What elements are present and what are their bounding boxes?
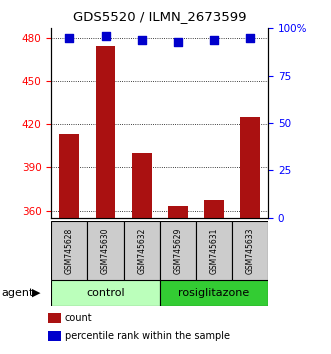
Text: GSM745628: GSM745628 (65, 227, 74, 274)
Text: count: count (65, 313, 92, 323)
Text: GSM745630: GSM745630 (101, 227, 110, 274)
Text: rosiglitazone: rosiglitazone (178, 288, 250, 298)
Text: control: control (86, 288, 125, 298)
Bar (51, 221, 87, 280)
Text: GSM745631: GSM745631 (210, 227, 218, 274)
Point (247, 35, 253, 41)
Point (67, 35, 72, 41)
Bar (87, 221, 123, 280)
Text: GSM745632: GSM745632 (137, 227, 146, 274)
Text: percentile rank within the sample: percentile rank within the sample (65, 331, 229, 341)
Bar (160, 280, 268, 306)
Bar (168, 206, 188, 218)
Text: agent: agent (2, 288, 34, 298)
Bar (204, 200, 224, 218)
Text: GDS5520 / ILMN_2673599: GDS5520 / ILMN_2673599 (73, 10, 247, 23)
Bar (60, 135, 79, 218)
Point (175, 39, 180, 44)
Point (103, 33, 108, 39)
Bar (132, 153, 152, 218)
Bar (51, 280, 160, 306)
Bar (196, 221, 232, 280)
Text: GSM745633: GSM745633 (246, 227, 255, 274)
Text: ▶: ▶ (32, 288, 41, 298)
Bar (160, 221, 196, 280)
Bar (123, 221, 160, 280)
Point (139, 37, 144, 42)
Bar (96, 46, 116, 218)
Text: GSM745629: GSM745629 (173, 227, 182, 274)
Point (211, 37, 216, 42)
Bar (232, 221, 268, 280)
Bar (240, 117, 260, 218)
